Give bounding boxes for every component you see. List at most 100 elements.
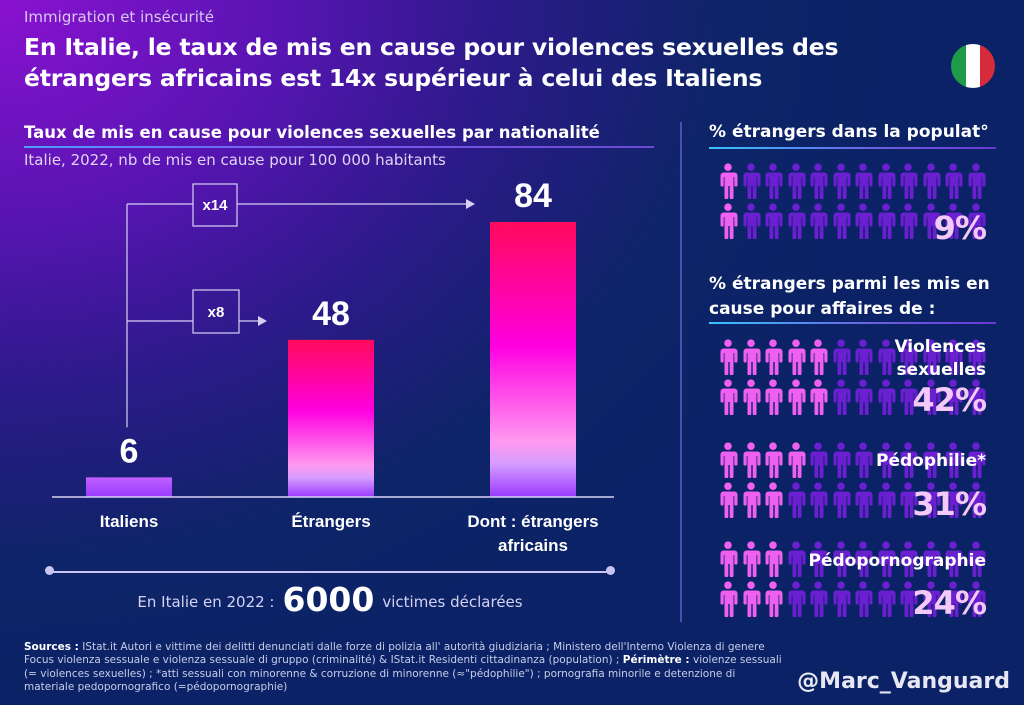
person-icon xyxy=(897,379,919,416)
bar-value-label-2: 84 xyxy=(514,177,552,215)
person-icon xyxy=(875,203,897,240)
person-icon xyxy=(965,482,987,519)
person-icon xyxy=(897,163,919,200)
person-icon xyxy=(897,339,919,376)
annotation-x8-box xyxy=(192,289,240,334)
bar-0 xyxy=(86,477,172,497)
pedopornographie-percent: 24% xyxy=(912,584,987,622)
person-icon xyxy=(875,339,897,376)
person-icon xyxy=(942,339,964,376)
violences-people-grid xyxy=(717,339,987,416)
bar-1 xyxy=(288,339,374,497)
page-title: En Italie, le taux de mis en cause pour … xyxy=(24,32,924,94)
person-icon xyxy=(965,203,987,240)
victims-suffix: victimes déclarées xyxy=(382,593,523,611)
italy-flag-icon xyxy=(951,44,995,88)
pedopornographie-people-grid xyxy=(717,541,987,618)
bar-chart: 6 Italiens 48 Étrangers 84 Dont : étrangers af… xyxy=(52,177,614,555)
person-icon xyxy=(852,203,874,240)
bar-value-label-0: 6 xyxy=(120,432,139,470)
person-icon xyxy=(965,581,987,618)
person-icon xyxy=(942,163,964,200)
person-icon xyxy=(785,339,807,376)
person-icon xyxy=(785,482,807,519)
sources-note: Sources : IStat.it Autori e vittime dei … xyxy=(24,641,784,694)
person-icon xyxy=(807,442,829,479)
person-icon xyxy=(965,379,987,416)
sources-text-1: IStat.it Autori e vittime dei delitti de… xyxy=(24,641,765,667)
arrests-heading-line-1: % étrangers parmi les mis en xyxy=(709,274,990,294)
person-icon xyxy=(807,163,829,200)
person-icon xyxy=(942,482,964,519)
person-icon xyxy=(807,541,829,578)
annotation-x8-label: x8 xyxy=(208,304,225,321)
title-line-1: En Italie, le taux de mis en cause pour … xyxy=(24,33,839,61)
person-icon xyxy=(875,581,897,618)
person-icon xyxy=(920,339,942,376)
person-icon xyxy=(717,541,739,578)
person-icon xyxy=(920,541,942,578)
person-icon xyxy=(762,203,784,240)
person-icon xyxy=(830,163,852,200)
category-label-2-0: Dont : étrangers xyxy=(467,512,598,531)
arrests-heading: % étrangers parmi les mis en cause pour … xyxy=(709,272,990,322)
person-icon xyxy=(942,541,964,578)
person-icon xyxy=(785,379,807,416)
person-icon xyxy=(897,442,919,479)
person-icon xyxy=(740,482,762,519)
annotation-x14-label: x14 xyxy=(202,197,228,214)
person-icon xyxy=(762,379,784,416)
kicker: Immigration et insécurité xyxy=(24,8,214,26)
person-icon xyxy=(965,541,987,578)
violences-percent: 42% xyxy=(912,381,987,419)
person-icon xyxy=(785,581,807,618)
annotation-x14-box xyxy=(192,183,238,227)
person-icon xyxy=(965,163,987,200)
annotation-x8-arrow-icon xyxy=(258,316,267,326)
person-icon xyxy=(852,442,874,479)
timeline-line xyxy=(49,571,611,573)
person-icon xyxy=(717,163,739,200)
perimetre-label: Périmètre : xyxy=(622,654,690,667)
person-icon xyxy=(717,339,739,376)
person-icon xyxy=(762,339,784,376)
person-icon xyxy=(942,581,964,618)
victims-number: 6000 xyxy=(282,580,375,619)
person-icon xyxy=(897,482,919,519)
person-icon xyxy=(920,581,942,618)
pedophilie-percent: 31% xyxy=(912,485,987,523)
person-icon xyxy=(740,541,762,578)
arrests-heading-underline xyxy=(709,322,996,324)
pedophilie-label: Pédophilie* xyxy=(875,451,986,471)
population-people-grid xyxy=(717,163,987,240)
section-divider xyxy=(680,122,682,622)
arrests-heading-line-2: cause pour affaires de : xyxy=(709,299,936,319)
person-icon xyxy=(762,482,784,519)
person-icon xyxy=(762,541,784,578)
person-icon xyxy=(717,203,739,240)
person-icon xyxy=(920,482,942,519)
sources-label: Sources : xyxy=(24,641,79,653)
bar-value-label-1: 48 xyxy=(312,295,350,333)
violences-label-line-2: sexuelles xyxy=(896,360,986,380)
title-line-2: étrangers africains est 14x supérieur à … xyxy=(24,64,763,92)
population-percent: 9% xyxy=(933,209,987,247)
person-icon xyxy=(965,442,987,479)
person-icon xyxy=(740,339,762,376)
person-icon xyxy=(852,379,874,416)
person-icon xyxy=(852,541,874,578)
person-icon xyxy=(942,442,964,479)
person-icon xyxy=(740,581,762,618)
person-icon xyxy=(897,541,919,578)
flag-green-stripe xyxy=(951,44,966,88)
person-icon xyxy=(740,163,762,200)
person-icon xyxy=(807,379,829,416)
category-label-1-0: Étrangers xyxy=(291,512,370,531)
person-icon xyxy=(740,203,762,240)
person-icon xyxy=(852,163,874,200)
victims-statement: En Italie en 2022 : 6000 victimes déclarée… xyxy=(0,580,660,619)
person-icon xyxy=(717,581,739,618)
person-icon xyxy=(740,379,762,416)
person-icon xyxy=(717,482,739,519)
person-icon xyxy=(762,163,784,200)
